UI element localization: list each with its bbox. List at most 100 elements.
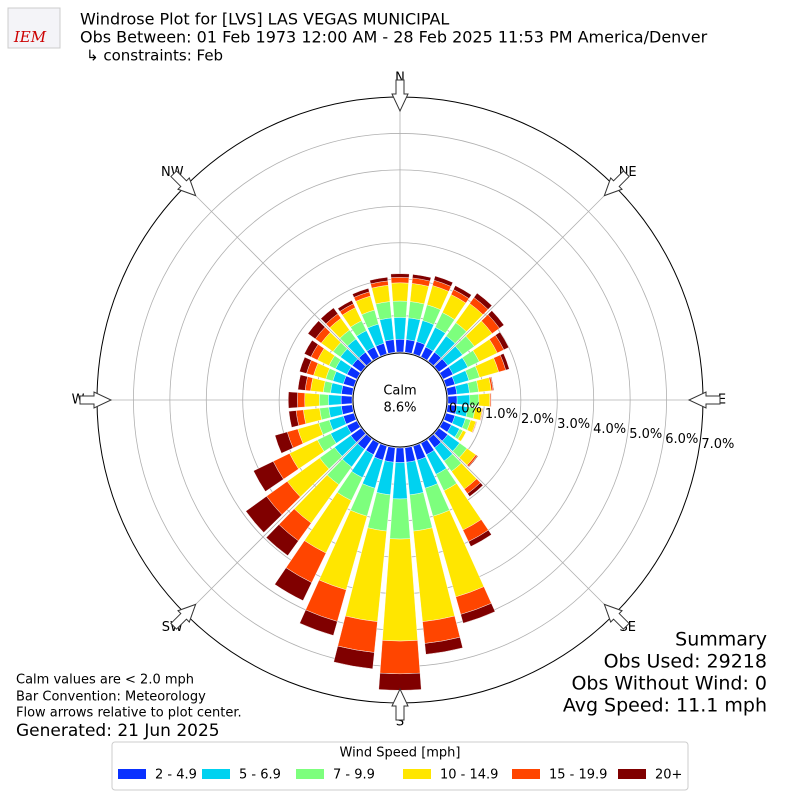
- wind-bar: [393, 317, 407, 340]
- wind-bar: [392, 300, 408, 318]
- wind-bar: [307, 320, 326, 340]
- wind-bar: [395, 447, 405, 463]
- wind-bar: [299, 356, 312, 374]
- legend-label: 7 - 9.9: [333, 768, 375, 783]
- wind-bar: [369, 277, 389, 285]
- wind-bar: [328, 405, 344, 418]
- wind-bar: [395, 339, 405, 353]
- wind-bar: [487, 310, 505, 329]
- summary: Avg Speed: 11.1 mph: [563, 695, 767, 717]
- wind-bar: [333, 645, 375, 670]
- r-tick-label: 7.0%: [701, 437, 734, 452]
- wind-bar: [310, 377, 326, 393]
- flow-arrow: [79, 391, 113, 409]
- note: Calm values are < 2.0 mph: [16, 673, 194, 688]
- summary: Obs Without Wind: 0: [571, 673, 767, 695]
- legend: 2 - 4.9 5 - 6.9 7 - 9.9 10 - 14.9 15 - 19.9 2…: [118, 768, 682, 783]
- wind-bar: [352, 288, 370, 298]
- wind-bar: [433, 275, 454, 287]
- legend-swatch: [202, 769, 230, 779]
- flow-arrow: [603, 603, 630, 630]
- wind-bar: [391, 282, 409, 302]
- wind-bar: [297, 392, 306, 408]
- wind-bar: [468, 455, 479, 468]
- wind-bar: [460, 603, 496, 624]
- legend-label: 2 - 4.9: [155, 768, 197, 783]
- calm-circle: [352, 352, 448, 448]
- wind-bar: [424, 636, 463, 655]
- flow-arrow: [391, 687, 409, 721]
- plot: 0.0% 1.0% 2.0% 3.0% 4.0% 5.0% 6.0% 7.0%NNEESESS…: [72, 71, 735, 730]
- r-tick-label: 6.0%: [665, 432, 698, 447]
- wind-bar: [371, 284, 391, 305]
- summary: Obs Used: 29218: [604, 651, 767, 673]
- wind-bar: [375, 301, 392, 321]
- wind-bar: [304, 339, 319, 358]
- wind-bar: [390, 273, 410, 278]
- logo-box: [7, 7, 61, 49]
- wind-bar: [340, 395, 353, 405]
- wind-bar: [378, 672, 422, 691]
- wind-bar: [480, 408, 484, 421]
- wind-bar: [472, 421, 478, 434]
- wind-bar: [328, 394, 342, 406]
- compass-label: S: [396, 715, 404, 730]
- wind-bar: [467, 482, 484, 497]
- wind-bar: [299, 609, 338, 636]
- r-tick-label: 1.0%: [485, 407, 518, 422]
- wind-bar: [468, 529, 492, 547]
- legend-swatch: [118, 769, 146, 779]
- legend-swatch: [618, 769, 646, 779]
- calm-label: Calm: [383, 384, 416, 399]
- wind-bar: [341, 404, 354, 415]
- note: Bar Convention: Meteorology: [16, 690, 206, 705]
- wind-bar: [274, 431, 294, 454]
- wind-bar: [392, 462, 408, 500]
- wind-bar: [245, 495, 283, 533]
- wind-bar: [460, 432, 467, 442]
- calm-value: 8.6%: [383, 401, 416, 416]
- wind-bar: [490, 376, 495, 391]
- legend-swatch: [296, 769, 324, 779]
- wind-bar: [412, 274, 432, 282]
- wind-bar: [303, 407, 322, 425]
- logo: IEM: [7, 7, 61, 49]
- flow-arrow: [170, 170, 197, 197]
- compass-label: E: [718, 393, 726, 408]
- wind-bar: [337, 615, 378, 653]
- chart-title: Windrose Plot for [LVS] LAS VEGAS MUNICI…: [80, 10, 449, 29]
- wind-bar: [446, 385, 458, 396]
- wind-bar: [337, 300, 354, 312]
- wind-bar: [253, 461, 284, 492]
- generated: Generated: 21 Jun 2025: [16, 721, 220, 741]
- wind-bar: [274, 567, 312, 601]
- flow-arrow: [170, 603, 197, 630]
- wind-bar: [341, 385, 354, 396]
- wind-bar: [500, 353, 510, 371]
- legend-swatch: [512, 769, 540, 779]
- wind-bar: [320, 307, 339, 325]
- wind-bar: [490, 393, 492, 407]
- wind-bar: [453, 285, 472, 299]
- r-tick-label: 5.0%: [629, 427, 662, 442]
- wind-bar: [379, 640, 421, 675]
- flow-arrow: [687, 391, 721, 409]
- wind-bar: [390, 277, 410, 284]
- wind-bar: [319, 393, 329, 407]
- wind-bar: [382, 538, 418, 642]
- spoke: [185, 185, 401, 401]
- spoke: [399, 399, 615, 615]
- wind-bar: [265, 524, 299, 556]
- legend-label: 20+: [655, 768, 682, 783]
- chart-subtitle: Obs Between: 01 Feb 1973 12:00 AM - 28 F…: [80, 28, 708, 47]
- wind-bar: [389, 498, 411, 540]
- wind-bar: [404, 339, 416, 354]
- wind-bar: [304, 392, 320, 408]
- wind-bar: [330, 382, 344, 395]
- wind-bar: [288, 391, 298, 409]
- note: Flow arrows relative to plot center.: [16, 706, 242, 721]
- wind-bar: [476, 377, 492, 393]
- wind-bar: [455, 382, 470, 395]
- legend-box: [111, 741, 689, 791]
